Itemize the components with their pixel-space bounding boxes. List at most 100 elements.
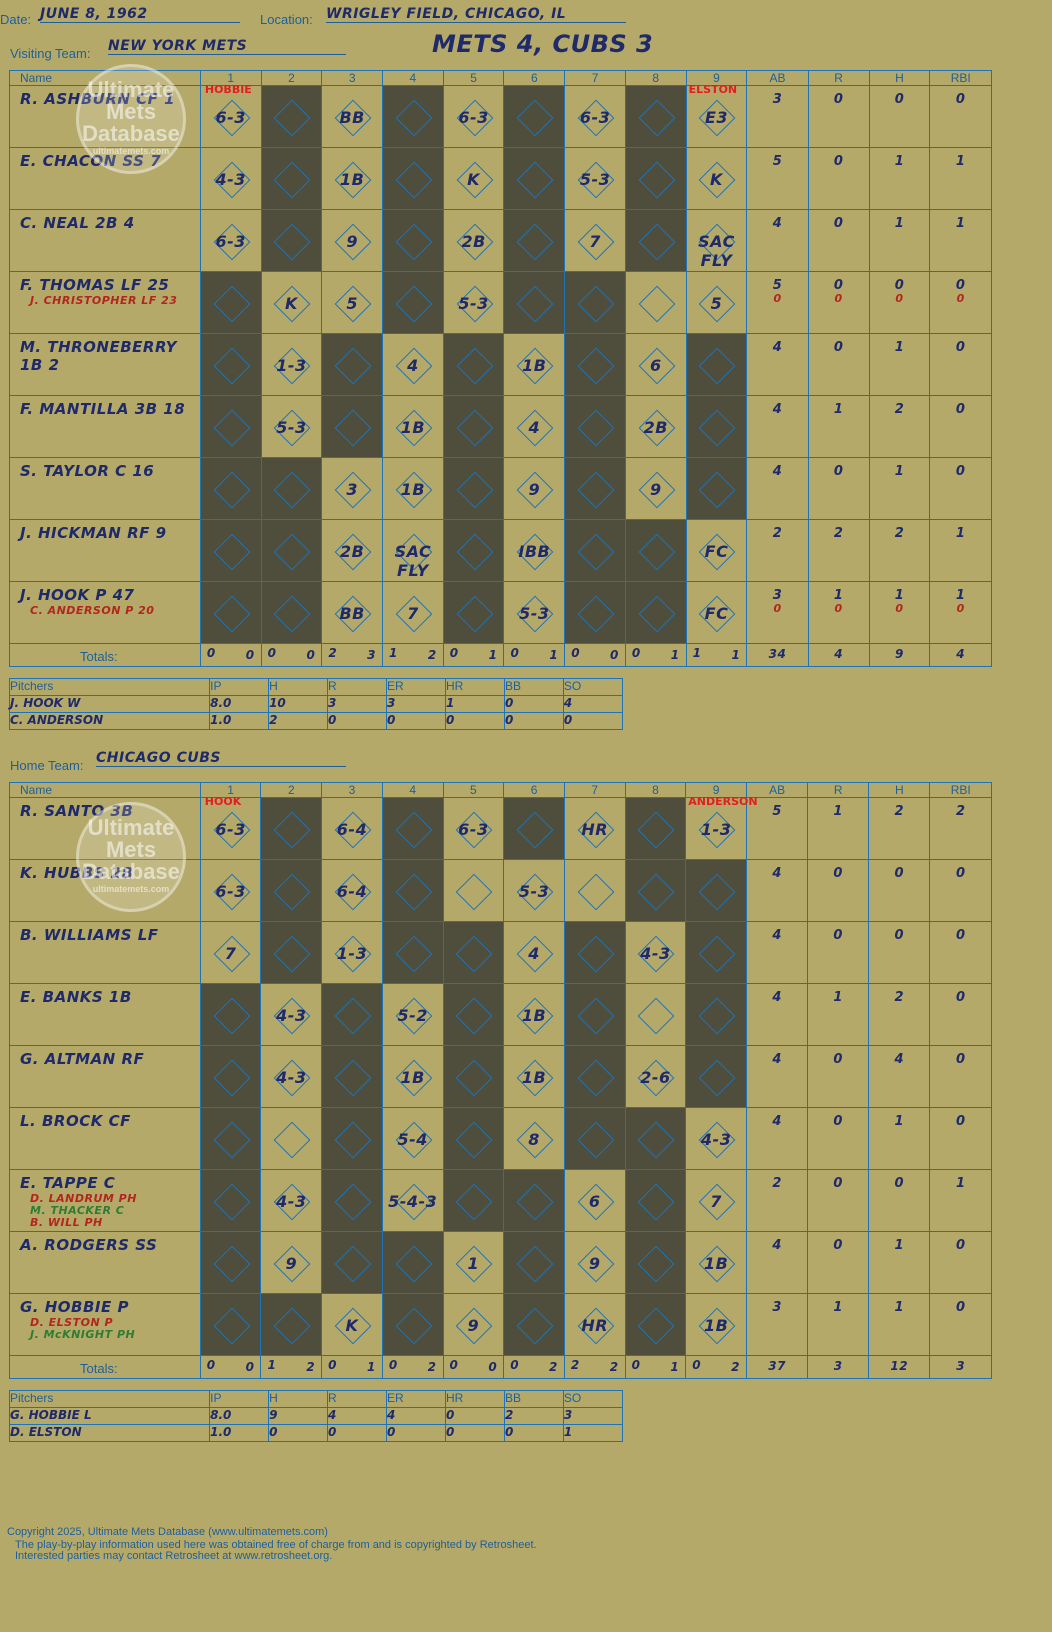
play-result: 2B: [461, 232, 486, 251]
at-bat-cell: 5-2: [381, 983, 444, 1046]
at-bat-cell: [442, 457, 505, 520]
play-result: 5-4-3: [388, 1192, 438, 1211]
pitcher-col-so: SO: [562, 678, 624, 696]
at-bat-cell: 6-3 HOOK: [199, 795, 262, 860]
inning-header-2: 2: [260, 70, 323, 86]
base-diamond: [698, 1059, 736, 1096]
inning-header-2: 2: [260, 782, 323, 798]
player-row: K. HUBBS 2B 6-3 6-4 5-3 4 0 0 0: [9, 859, 992, 922]
at-bat-cell: 1B: [685, 1231, 747, 1294]
stat-value: 1: [955, 588, 966, 603]
stat-cell: 1: [929, 1169, 992, 1232]
base-diamond: [577, 1121, 615, 1158]
at-bat-cell: BB: [321, 85, 384, 148]
base-diamond: [699, 409, 736, 446]
player-row: S. TAYLOR C 16 3 1B 9 9 4 0 1 0: [9, 457, 992, 520]
at-bat-cell: 5-3: [442, 271, 505, 334]
inning-hits: 0: [610, 648, 619, 662]
base-diamond: [577, 935, 615, 972]
at-bat-cell: 1-3: [321, 921, 383, 984]
totals-label-cell: Totals:: [9, 1355, 201, 1379]
play-result: IBB: [518, 542, 551, 561]
player-name-cell: L. BROCK CF: [9, 1107, 201, 1170]
pitcher-stat: 0: [562, 712, 624, 730]
at-bat-cell: [199, 457, 262, 520]
base-diamond: [455, 1059, 493, 1096]
at-bat-cell: 7: [685, 1169, 747, 1232]
total-stat: 3: [807, 1355, 870, 1379]
stat-value: 0: [833, 928, 843, 943]
stat-cell: 2: [929, 797, 992, 860]
stat-cell: 4: [745, 859, 809, 922]
visiting-team-name: NEW YORK METS: [108, 38, 346, 55]
player-row: A. RODGERS SS 9 1 9 1B 4 0 1 0: [9, 1231, 992, 1294]
play-result: BB: [339, 108, 365, 127]
pitcher-col-r: R: [327, 1390, 388, 1408]
base-diamond: [577, 997, 615, 1034]
at-bat-cell: 5-3: [260, 395, 323, 458]
play-result: 5-3: [458, 294, 489, 313]
player-name-cell: E. TAPPE C D. LANDRUM PH M. THACKER C B. WI…: [9, 1169, 201, 1232]
base-diamond: [456, 533, 493, 570]
total-stat: 34: [746, 643, 809, 667]
inning-runs: 1: [389, 646, 398, 660]
stat-value: 1: [894, 1300, 905, 1315]
stat-cell: 0: [807, 333, 870, 396]
play-result: 5: [346, 294, 358, 313]
total-stat-value: 9: [895, 647, 904, 661]
at-bat-cell: [624, 1107, 687, 1170]
at-bat-cell: HR: [563, 1293, 626, 1356]
at-bat-cell: 2-6: [624, 1045, 687, 1108]
pitcher-col-bb: BB: [503, 1390, 564, 1408]
pitcher-stat: 0: [503, 712, 564, 730]
pitcher-stat: 0: [503, 1424, 564, 1442]
stat-value: 4: [894, 1052, 905, 1067]
substitute-name: C. ANDERSON P 20: [30, 604, 155, 617]
date-label: Date:: [0, 12, 32, 27]
play-result: 7: [224, 944, 237, 963]
at-bat-cell: [382, 209, 444, 272]
at-bat-cell: [442, 333, 505, 396]
pitcher-row: D. ELSTON 1.0 0 0 0 0 0 1: [8, 1424, 624, 1442]
stat-value: 1: [955, 216, 966, 231]
play-result: 9: [649, 480, 662, 499]
inning-runs: 0: [692, 1358, 702, 1372]
base-diamond: [274, 471, 311, 508]
play-result: BB: [339, 604, 365, 623]
base-diamond: [213, 347, 251, 384]
at-bat-cell: [564, 333, 626, 396]
at-bat-cell: 1B: [321, 147, 384, 210]
stat-cell: 0: [929, 395, 992, 458]
base-diamond: [638, 595, 676, 632]
play-result: 6-3: [458, 108, 489, 127]
stat-cell: 0: [929, 1231, 992, 1294]
at-bat-cell: 5-3: [564, 147, 626, 210]
at-bat-cell: [563, 1107, 626, 1170]
stat-cell: 4: [746, 457, 809, 520]
player-row: J. HICKMAN RF 9 2B SAC FLY IBB FC 2 2 2 1: [9, 519, 992, 582]
at-bat-cell: [199, 1231, 262, 1294]
pitchers-header: Pitchers: [8, 678, 211, 696]
base-diamond: [273, 811, 311, 848]
at-bat-cell: [382, 271, 444, 334]
pitcher-col-hr: HR: [444, 1390, 505, 1408]
at-bat-cell: [260, 1293, 323, 1356]
stat-cell: 0: [807, 1231, 870, 1294]
ultimate-mets-logo: Ultimate Mets Database ultimatemets.com: [76, 64, 186, 174]
stat-value: 0: [833, 92, 844, 107]
at-bat-cell: [503, 147, 566, 210]
at-bat-cell: [382, 85, 444, 148]
at-bat-cell: [564, 519, 626, 582]
inning-hits: 1: [731, 648, 741, 662]
stat-value: 1: [894, 216, 905, 231]
player-name-cell: F. THOMAS LF 25 J. CHRISTOPHER LF 23: [9, 271, 201, 334]
play-result: HR: [581, 820, 609, 839]
stat-cell: 1: [929, 209, 992, 272]
